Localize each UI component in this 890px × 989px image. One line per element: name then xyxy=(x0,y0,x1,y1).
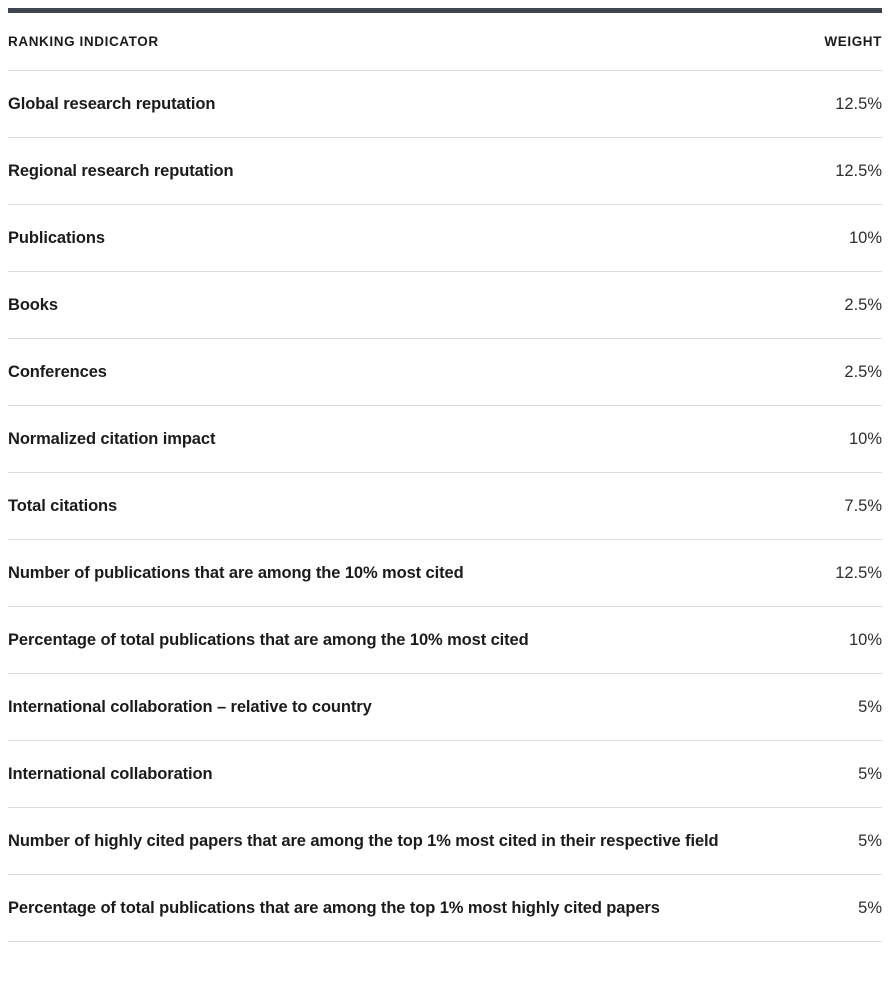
weight-value: 10% xyxy=(848,430,882,448)
indicator-label: Books xyxy=(8,296,58,314)
table-row: Conferences 2.5% xyxy=(8,339,882,406)
table-top-accent-bar xyxy=(8,8,882,13)
table-row: International collaboration – relative t… xyxy=(8,674,882,741)
ranking-indicator-table: RANKING INDICATOR WEIGHT Global research… xyxy=(8,8,882,942)
weight-value: 5% xyxy=(858,765,882,783)
table-row: Books 2.5% xyxy=(8,272,882,339)
table-row: Normalized citation impact 10% xyxy=(8,406,882,473)
indicator-label: Number of publications that are among th… xyxy=(8,564,464,582)
table-row: Regional research reputation 12.5% xyxy=(8,138,882,205)
indicator-label: Regional research reputation xyxy=(8,162,234,180)
weight-value: 7.5% xyxy=(844,497,882,515)
indicator-label: Number of highly cited papers that are a… xyxy=(8,832,719,850)
table-row: Total citations 7.5% xyxy=(8,473,882,540)
indicator-label: Total citations xyxy=(8,497,118,515)
weight-value: 5% xyxy=(858,832,882,850)
table-row: Publications 10% xyxy=(8,205,882,272)
indicator-label: Conferences xyxy=(8,363,107,381)
weight-value: 2.5% xyxy=(844,363,882,381)
table-row: Global research reputation 12.5% xyxy=(8,71,882,138)
table-body: Global research reputation 12.5% Regiona… xyxy=(8,71,882,942)
table-row: Number of publications that are among th… xyxy=(8,540,882,607)
weight-value: 2.5% xyxy=(844,296,882,314)
indicator-label: Publications xyxy=(8,229,105,247)
indicator-label: International collaboration xyxy=(8,765,213,783)
indicator-label: International collaboration – relative t… xyxy=(8,698,372,716)
column-header-weight: WEIGHT xyxy=(824,34,882,49)
weight-value: 5% xyxy=(858,698,882,716)
table-row: International collaboration 5% xyxy=(8,741,882,808)
table-header-row: RANKING INDICATOR WEIGHT xyxy=(8,13,882,71)
indicator-label: Percentage of total publications that ar… xyxy=(8,899,660,917)
weight-value: 10% xyxy=(848,229,882,247)
indicator-label: Global research reputation xyxy=(8,95,216,113)
table-row: Number of highly cited papers that are a… xyxy=(8,808,882,875)
indicator-label: Percentage of total publications that ar… xyxy=(8,631,529,649)
weight-value: 12.5% xyxy=(835,162,882,180)
weight-value: 5% xyxy=(858,899,882,917)
column-header-ranking-indicator: RANKING INDICATOR xyxy=(8,34,159,49)
weight-value: 12.5% xyxy=(835,95,882,113)
weight-value: 12.5% xyxy=(835,564,882,582)
weight-value: 10% xyxy=(848,631,882,649)
table-row: Percentage of total publications that ar… xyxy=(8,875,882,942)
table-row: Percentage of total publications that ar… xyxy=(8,607,882,674)
indicator-label: Normalized citation impact xyxy=(8,430,216,448)
